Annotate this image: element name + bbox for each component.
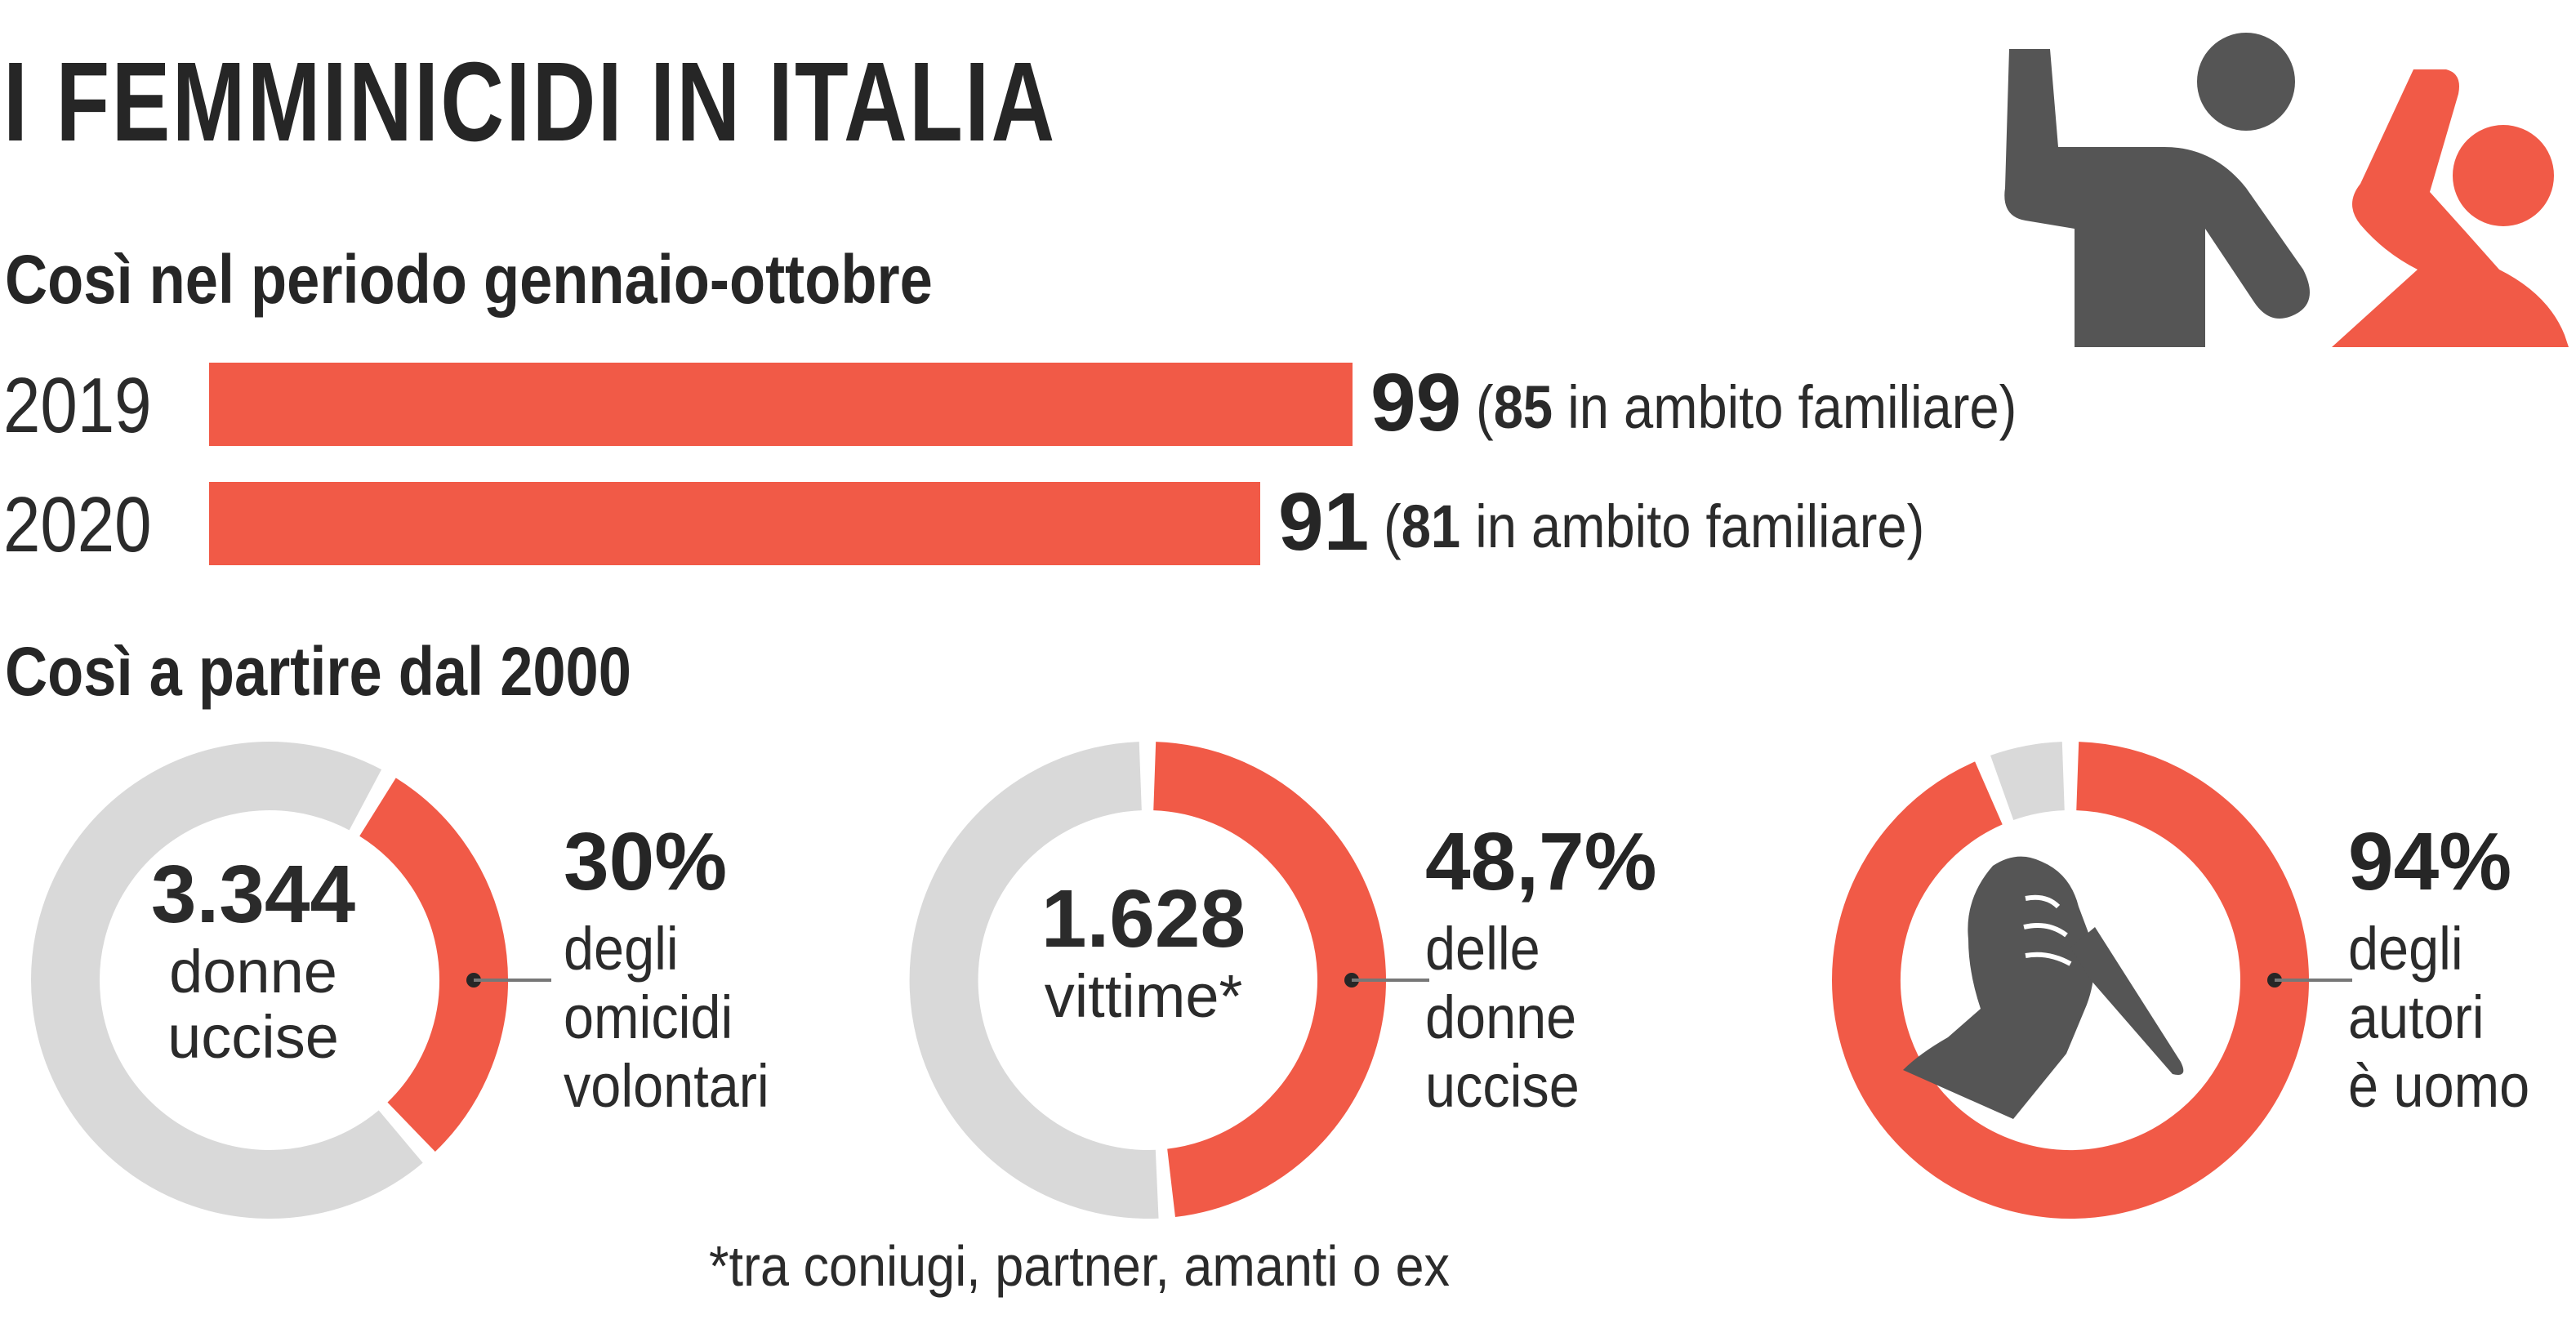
page-title: I FEMMINICIDI IN ITALIA xyxy=(3,39,1057,165)
bar-value-2020: 91 xyxy=(1278,476,1370,568)
donut3-slice-rest xyxy=(1990,742,2066,821)
donut2-desc-line-2: donne xyxy=(1425,983,1577,1051)
donut3-slice-highlight xyxy=(1832,742,2309,1219)
bar-note-2019: (85 in ambito familiare) xyxy=(1476,373,2017,441)
aggressor-and-victim-icon xyxy=(2004,33,2569,347)
donut1-desc-line-3: volontari xyxy=(564,1052,769,1120)
donut2-center-value: 1.628 xyxy=(1041,873,1246,965)
bar-value-2019: 99 xyxy=(1370,357,1462,448)
donut-chart-partner-victims xyxy=(909,742,1429,1219)
donut3-description: degli autori è uomo xyxy=(2348,915,2529,1121)
bar-note-2020-text: in ambito familiare xyxy=(1475,493,1907,560)
donut1-desc-line-1: degli xyxy=(564,915,679,983)
bar-2020 xyxy=(209,482,1260,565)
donut2-desc-line-3: uccise xyxy=(1425,1052,1580,1120)
donut3-desc-line-3: è uomo xyxy=(2348,1052,2530,1120)
bar-note-2020-value: 81 xyxy=(1401,493,1461,560)
donut3-desc-line-2: autori xyxy=(2348,983,2485,1051)
bar-note-2020: (81 in ambito familiare) xyxy=(1384,493,1925,560)
bar-2019 xyxy=(209,363,1353,446)
donut3-percent: 94% xyxy=(2348,816,2512,907)
footnote: *tra coniugi, partner, amanti o ex xyxy=(709,1234,1451,1298)
section1-subtitle: Così nel periodo gennaio-ottobre xyxy=(5,241,933,318)
donut1-center-label-2: uccise xyxy=(167,1003,339,1071)
bar-note-2019-value: 85 xyxy=(1493,373,1553,441)
donut2-description: delle donne uccise xyxy=(1425,915,1580,1121)
donut2-slice-highlight xyxy=(1152,742,1386,1218)
donut-chart-male-authors xyxy=(1832,742,2352,1219)
section2-subtitle: Così a partire dal 2000 xyxy=(5,633,631,710)
donut2-slice-rest xyxy=(909,742,1159,1219)
bar-category-2020: 2020 xyxy=(3,481,152,568)
donut2-desc-line-1: delle xyxy=(1425,915,1540,983)
donut1-center-label-1: donne xyxy=(169,938,337,1005)
donut2-center-label-1: vittime* xyxy=(1044,962,1243,1030)
donut-chart-homicides xyxy=(31,742,551,1219)
donut1-slice-rest xyxy=(31,742,423,1219)
donut1-center: 3.344 donne uccise xyxy=(106,849,400,1070)
donut1-percent: 30% xyxy=(564,816,728,907)
donut1-desc-line-2: omicidi xyxy=(564,983,733,1051)
hand-with-knife-icon xyxy=(1903,856,2184,1119)
bar-note-2019-text: in ambito familiare xyxy=(1567,373,1999,441)
bar-category-2019: 2019 xyxy=(3,362,152,449)
donut2-percent: 48,7% xyxy=(1425,816,1657,907)
donut2-center: 1.628 vittime* xyxy=(996,874,1290,1029)
donut3-desc-line-1: degli xyxy=(2348,915,2463,983)
donut1-description: degli omicidi volontari xyxy=(564,915,769,1121)
donut1-slice-highlight xyxy=(359,778,508,1152)
donut1-center-value: 3.344 xyxy=(150,849,356,940)
